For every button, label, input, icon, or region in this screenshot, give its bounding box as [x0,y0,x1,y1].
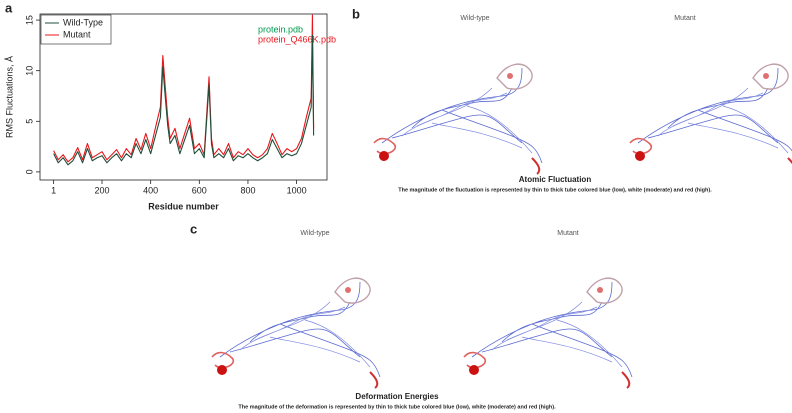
panel-caption: The magnitude of the fluctuation is repr… [398,187,712,193]
annotation: protein_Q466K.pdb [258,34,336,44]
protein-image [211,277,381,389]
y-tick-label: 0 [24,169,34,174]
chart-a: 1 200 400 600 800 1000 0 5 10 15 Residue number RMS… [4,13,336,211]
legend-box [40,14,112,45]
x-axis-label: Residue number [148,201,219,211]
annotation: protein.pdb [258,24,303,34]
protein-image [629,63,792,175]
protein-image [463,277,633,389]
panel-subtitle: Wild-type [460,15,489,22]
series-line [53,34,315,166]
panel-title: Deformation Energies [355,392,439,401]
panel-subtitle: Mutant [557,230,578,237]
x-tick-label: 1000 [287,185,307,195]
x-tick-label: 400 [143,185,158,195]
x-tick-label: 800 [240,185,255,195]
panel-label: c [190,221,197,236]
series-line [53,14,315,163]
y-tick-label: 15 [24,15,34,25]
x-tick-label: 1 [51,185,56,195]
panel-title: Atomic Fluctuation [519,175,592,184]
y-tick-label: 5 [24,119,34,124]
legend-label: Mutant [63,29,91,39]
protein-image [373,63,543,175]
panel-subtitle: Mutant [674,15,695,22]
panel-caption: The magnitude of the deformation is repr… [238,404,556,410]
x-tick-label: 200 [95,185,110,195]
legend-label: Wild-Type [63,17,103,27]
panel-label: b [352,6,360,21]
x-tick-label: 600 [192,185,207,195]
y-axis-label: RMS Fluctuations, Å [4,56,14,138]
panel-label: a [5,0,13,15]
y-tick-label: 10 [24,66,34,76]
plot-frame [39,13,328,181]
panel-subtitle: Wild-type [300,230,329,237]
